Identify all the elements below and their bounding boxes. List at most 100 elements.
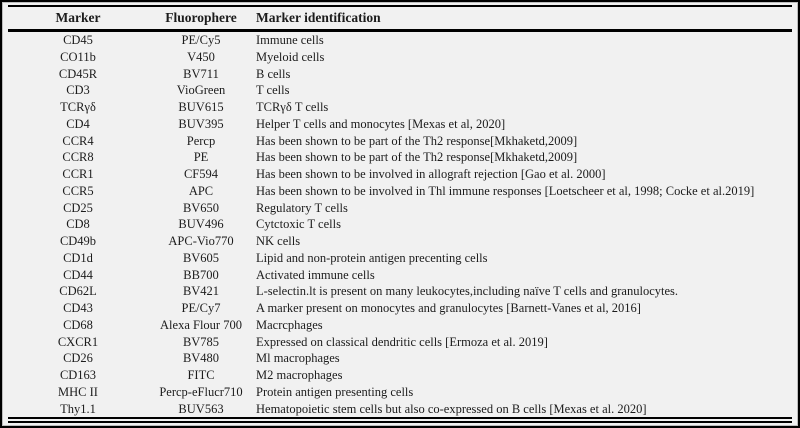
marker-cell: MHC II [58, 384, 98, 399]
marker-cell: CCR1 [62, 167, 94, 181]
marker-cell: CO11b [60, 49, 96, 64]
marker-cell: CD26 [63, 351, 93, 366]
marker-cell: TCRγδ [60, 100, 96, 114]
identification-cell: T cells [256, 83, 290, 98]
table-row: CD26 BV480 Ml macrophages [8, 350, 792, 367]
table-row: CCR8 PE Has been shown to be part of the T… [8, 149, 792, 166]
marker-cell: Thy1.1 [8, 400, 148, 424]
table-row: CD44 BB700 Activated immune cells [8, 267, 792, 284]
identification-cell: Regulatory T cells [256, 200, 348, 215]
fluorophore-cell: V450 [187, 49, 215, 64]
fluorophore-cell: PE/Cy7 [181, 301, 221, 315]
fluorophore-cell: BUV496 [178, 217, 224, 232]
marker-cell: CD4 [66, 116, 90, 131]
fluorophore-cell: Percp [186, 133, 216, 148]
fluorophore-cell: VioGreen [176, 83, 226, 98]
fluorophore-cell: PE [193, 150, 209, 165]
identification-cell: Has been shown to be involved in Thl imm… [256, 183, 755, 198]
table-row: CO11b V450 Myeloid cells [8, 49, 792, 66]
fluorophore-cell: CF594 [183, 167, 219, 181]
table-row: CCR1 CF594 Has been shown to be involved i… [8, 166, 792, 183]
marker-cell: CD62L [59, 284, 97, 299]
identification-cell: Cytctoxic T cells [256, 217, 341, 232]
marker-cell: CD68 [63, 317, 93, 332]
table-row: MHC II Percp-eFlucr710 Protein antigen pre… [8, 384, 792, 401]
marker-cell: CCR5 [62, 183, 94, 198]
identification-cell: Protein antigen presenting cells [256, 384, 414, 399]
table-row: CD4 BUV395 Helper T cells and monocytes [M… [8, 116, 792, 133]
table-body: CD45 PE/Cy5 Immune cells CO11b V450 Myeloid c… [8, 31, 792, 424]
identification-cell: Helper T cells and monocytes [Mexas et a… [256, 116, 506, 131]
marker-cell: CD3 [66, 83, 90, 98]
identification-cell: Immune cells [256, 33, 324, 47]
identification-cell: Macrcphages [256, 317, 323, 332]
table-row: CCR5 APC Has been shown to be involved in … [8, 183, 792, 200]
identification-cell: Ml macrophages [256, 351, 340, 366]
table-row: TCRγδ BUV615 TCRγδ T cells [8, 99, 792, 116]
marker-cell: CD1d [63, 250, 93, 265]
marker-cell: CD8 [66, 217, 90, 232]
marker-cell: CD49b [59, 234, 97, 248]
marker-cell: CXCR1 [57, 334, 99, 349]
identification-cell: Has been shown to be part of the Th2 res… [256, 150, 578, 165]
marker-cell: CCR4 [62, 133, 94, 148]
identification-cell: B cells [256, 66, 291, 81]
column-header-marker: Marker [8, 5, 148, 32]
identification-cell: L-selectin.lt is present on many leukocy… [256, 284, 678, 299]
marker-cell: CCR8 [62, 150, 94, 165]
table-row: CD163 FITC M2 macrophages [8, 367, 792, 384]
table-row: CD62L BV421 L-selectin.lt is present on ma… [8, 283, 792, 300]
fluorophore-cell: Alexa Flour 700 [160, 317, 242, 332]
fluorophore-cell: BV421 [182, 284, 220, 299]
marker-fluorophore-table: Marker Fluorophere Marker identification… [8, 5, 792, 424]
table-row: Thy1.1 BUV563 Hematopoietic stem cells but… [8, 400, 792, 424]
table-row: CD68 Alexa Flour 700 Macrcphages [8, 317, 792, 334]
table-row: CD43 PE/Cy7 A marker present on monocytes … [8, 300, 792, 317]
table-row: CD8 BUV496 Cytctoxic T cells [8, 216, 792, 233]
fluorophore-cell: BV785 [182, 334, 220, 349]
marker-cell: CD163 [59, 368, 97, 382]
fluorophore-cell: PE/Cy5 [181, 33, 221, 47]
identification-cell: Has been shown to be part of the Th2 res… [256, 133, 578, 148]
table-row: CXCR1 BV785 Expressed on classical dendrit… [8, 334, 792, 351]
identification-cell: NK cells [256, 234, 301, 248]
fluorophore-cell: BV650 [182, 200, 220, 215]
fluorophore-cell: BUV395 [178, 116, 224, 131]
identification-cell: Expressed on classical dendritic cells [… [256, 334, 548, 349]
fluorophore-cell: BV480 [182, 351, 220, 366]
identification-cell: Has been shown to be involved in allogra… [256, 167, 606, 181]
fluorophore-cell: FITC [187, 368, 215, 382]
fluorophore-cell: APC-Vio770 [168, 234, 234, 248]
fluorophore-cell: BV605 [182, 250, 220, 265]
table-row: CD45R BV711 B cells [8, 66, 792, 83]
marker-cell: CD25 [63, 200, 93, 215]
table-row: CCR4 Percp Has been shown to be part of th… [8, 133, 792, 150]
table-row: CD25 BV650 Regulatory T cells [8, 200, 792, 217]
fluorophore-cell: BV711 [183, 66, 219, 81]
marker-cell: CD45R [58, 66, 98, 81]
marker-cell: CD45 [63, 33, 93, 47]
identification-cell: TCRγδ T cells [256, 100, 329, 114]
identification-cell: Myeloid cells [256, 49, 325, 64]
column-header-fluorophore: Fluorophere [148, 5, 254, 32]
identification-cell: Activated immune cells [256, 267, 375, 282]
table-row: CD45 PE/Cy5 Immune cells [8, 31, 792, 49]
identification-cell: A marker present on monocytes and granul… [256, 301, 641, 315]
identification-cell: Hematopoietic stem cells but also co-exp… [254, 400, 792, 424]
fluorophore-cell: APC [188, 183, 214, 198]
column-header-identification: Marker identification [254, 5, 792, 32]
fluorophore-cell: BUV615 [178, 100, 224, 114]
fluorophore-cell: Percp-eFlucr710 [159, 384, 243, 399]
marker-cell: CD43 [63, 301, 93, 315]
table-row: CD1d BV605 Lipid and non-protein antigen p… [8, 250, 792, 267]
fluorophore-cell: BUV563 [148, 400, 254, 424]
identification-cell: Lipid and non-protein antigen precenting… [256, 250, 488, 265]
header-row: Marker Fluorophere Marker identification [8, 5, 792, 32]
fluorophore-cell: BB700 [183, 267, 219, 282]
table-row: CD3 VioGreen T cells [8, 82, 792, 99]
table-header: Marker Fluorophere Marker identification [8, 5, 792, 32]
marker-cell: CD44 [63, 267, 93, 282]
identification-cell: M2 macrophages [256, 368, 343, 382]
table-row: CD49b APC-Vio770 NK cells [8, 233, 792, 250]
